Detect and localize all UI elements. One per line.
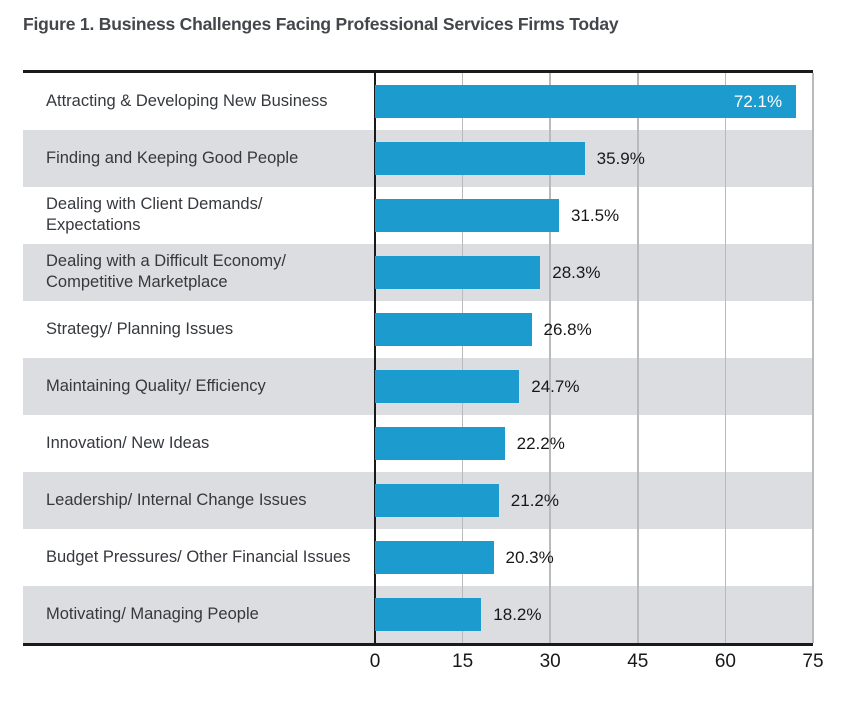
value-label: 31.5% xyxy=(570,205,620,225)
bar xyxy=(375,256,541,289)
zero-axis-line xyxy=(374,73,377,643)
bar xyxy=(375,598,482,631)
chart-row: Leadership/ Internal Change Issues 21.2% xyxy=(23,472,813,529)
chart-row: Strategy/ Planning Issues 26.8% xyxy=(23,301,813,358)
bar xyxy=(375,142,585,175)
figure-title: Figure 1. Business Challenges Facing Pro… xyxy=(23,14,619,34)
gridline xyxy=(724,73,727,643)
bar-chart: Attracting & Developing New Business 72.1… xyxy=(23,70,814,646)
value-label: 35.9% xyxy=(596,148,645,168)
bar xyxy=(375,85,797,118)
gridline xyxy=(461,73,464,643)
chart-rows-layer: Attracting & Developing New Business 72.1… xyxy=(23,73,813,643)
x-tick-label: 0 xyxy=(369,651,381,672)
chart-row: Dealing with Client Demands/ Expectation… xyxy=(23,187,813,244)
value-label: 21.2% xyxy=(510,490,559,510)
category-label: Attracting & Developing New Business xyxy=(46,91,328,110)
value-label: 20.3% xyxy=(505,547,554,567)
x-tick-label: 45 xyxy=(627,651,649,672)
category-label: Budget Pressures/ Other Financial Issues xyxy=(46,547,351,566)
chart-row: Maintaining Quality/ Efficiency 24.7% xyxy=(23,358,813,415)
category-label: Leadership/ Internal Change Issues xyxy=(46,490,307,509)
bar xyxy=(375,370,520,403)
value-label: 28.3% xyxy=(552,262,601,282)
x-axis-tick-labels: 0 15 30 45 60 75 xyxy=(23,651,824,677)
chart-row: Dealing with a Difficult Economy/ Compet… xyxy=(23,244,813,301)
value-label: 18.2% xyxy=(493,604,542,624)
x-tick-label: 75 xyxy=(802,651,824,672)
x-tick-label: 15 xyxy=(452,651,474,672)
category-label: Dealing with a Difficult Economy/ Compet… xyxy=(46,251,286,292)
chart-row: Budget Pressures/ Other Financial Issues… xyxy=(23,529,813,586)
gridline xyxy=(812,73,814,643)
gridline xyxy=(549,73,551,643)
value-label: 24.7% xyxy=(531,376,580,396)
category-label: Innovation/ New Ideas xyxy=(46,433,210,452)
category-label: Strategy/ Planning Issues xyxy=(46,319,234,338)
bar xyxy=(375,484,499,517)
x-tick-label: 60 xyxy=(714,651,736,672)
bar xyxy=(375,199,559,232)
bar xyxy=(375,313,532,346)
category-label: Finding and Keeping Good People xyxy=(46,148,299,167)
x-tick-label: 30 xyxy=(539,651,561,672)
bar xyxy=(375,541,494,574)
gridline xyxy=(637,73,639,643)
value-label: 72.1% xyxy=(733,91,783,111)
category-label: Maintaining Quality/ Efficiency xyxy=(46,376,266,395)
value-label: 26.8% xyxy=(543,319,592,339)
chart-row: Finding and Keeping Good People 35.9% xyxy=(23,130,813,187)
chart-row: Motivating/ Managing People 18.2% xyxy=(23,586,813,643)
chart-row: Innovation/ New Ideas 22.2% xyxy=(23,415,813,472)
category-label: Dealing with Client Demands/ Expectation… xyxy=(46,194,263,235)
gridlines-layer xyxy=(23,73,814,643)
value-label: 22.2% xyxy=(516,433,565,453)
chart-row: Attracting & Developing New Business 72.1… xyxy=(23,73,813,130)
bar xyxy=(375,427,505,460)
category-label: Motivating/ Managing People xyxy=(46,604,259,623)
